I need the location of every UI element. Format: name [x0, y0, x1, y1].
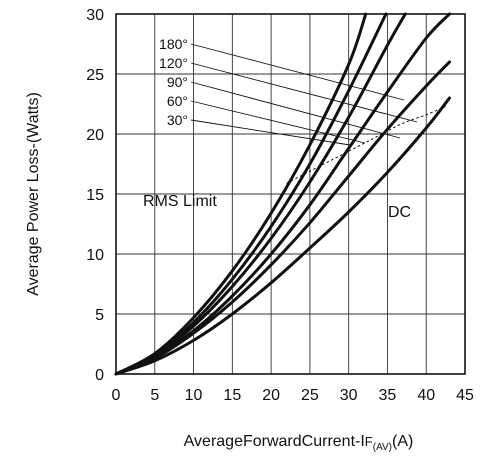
series-leader-line [190, 100, 366, 144]
plot-frame [115, 13, 466, 375]
x-axis-title-main: AverageForwardCurrent-I [184, 433, 365, 450]
x-tick-label: 20 [262, 387, 280, 404]
x-tick-label: 25 [301, 387, 319, 404]
rms-limit-line [286, 105, 446, 184]
series-leader-lines [190, 43, 418, 146]
dc-label: DC [388, 204, 411, 221]
y-tick-label: 25 [86, 67, 104, 84]
y-tick-label: 0 [95, 367, 104, 384]
x-tick-label: 45 [456, 387, 474, 404]
x-tick-label: 5 [150, 387, 159, 404]
series-label: 30° [167, 112, 188, 128]
x-tick-label: 10 [185, 387, 203, 404]
y-tick-label: 30 [86, 7, 104, 24]
series-label: 120° [159, 55, 188, 71]
series-leader-line [190, 62, 418, 123]
x-tick-label: 15 [223, 387, 241, 404]
x-axis-title-subscript: (AV) [373, 442, 392, 453]
series-leader-line [190, 81, 401, 139]
series-curves [114, 12, 451, 376]
x-axis-title-unit: (A) [392, 433, 413, 450]
y-tick-label: 15 [86, 187, 104, 204]
x-tick-label: 30 [340, 387, 358, 404]
series-label: 180° [159, 36, 188, 52]
rms-limit-label: RMS Limit [143, 193, 217, 210]
series-leader-line [190, 43, 405, 101]
tick-labels: 0 5 10 15 20 25 30 35 40 45 0 5 10 15 20 25 30 [86, 7, 474, 404]
y-axis-title: Average Power Loss-(Watts) [25, 92, 42, 296]
series-curve-dc [114, 96, 451, 376]
x-tick-label: 35 [379, 387, 397, 404]
x-tick-label: 40 [417, 387, 435, 404]
y-tick-label: 20 [86, 127, 104, 144]
x-tick-label: 0 [112, 387, 121, 404]
x-axis-title-sub-prefix: F [365, 434, 373, 449]
series-curve-90-deg [114, 12, 407, 376]
series-labels: 180° 120° 90° 60° 30° [159, 36, 188, 128]
series-curve-30-deg [114, 60, 451, 376]
series-leader-line [190, 119, 351, 146]
series-label: 60° [167, 93, 188, 109]
x-axis-title: AverageForwardCurrent-IF(AV)(A) [184, 433, 414, 453]
series-label: 90° [167, 74, 188, 90]
y-tick-label: 10 [86, 247, 104, 264]
y-tick-label: 5 [95, 307, 104, 324]
